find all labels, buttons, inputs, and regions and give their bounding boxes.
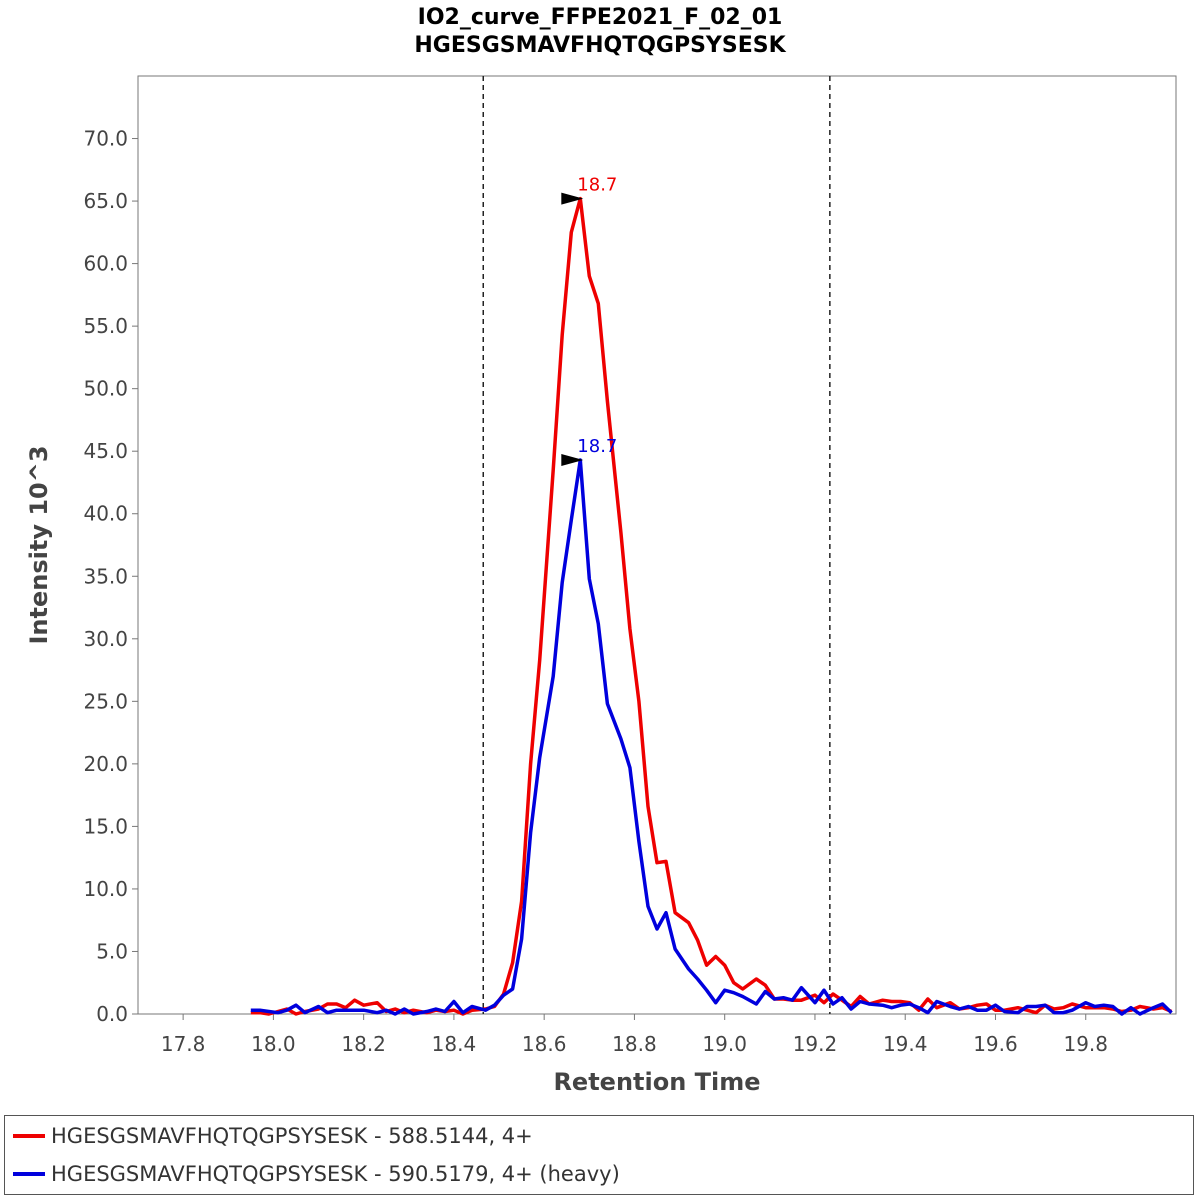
legend-label-heavy: HGESGSMAVFHQTQGPSYSESK - 590.5179, 4+ (h… [51,1162,620,1186]
x-tick-label: 17.8 [161,1032,206,1056]
y-tick-label: 50.0 [83,377,128,401]
chart-subtitle: HGESGSMAVFHQTQGPSYSESK [414,33,786,58]
y-tick-label: 10.0 [83,877,128,901]
peak-arrow-marker [561,453,584,466]
y-axis-title: Intensity 10^3 [25,445,53,644]
y-tick-label: 45.0 [83,439,128,463]
legend-swatch-heavy [13,1172,45,1176]
y-tick-label: 40.0 [83,502,128,526]
legend-item-heavy: HGESGSMAVFHQTQGPSYSESK - 590.5179, 4+ (h… [13,1156,620,1192]
y-tick-label: 35.0 [83,564,128,588]
legend-item-light: HGESGSMAVFHQTQGPSYSESK - 588.5144, 4+ [13,1118,533,1154]
peak-label: 18.7 [577,175,617,196]
x-tick-label: 18.4 [432,1032,477,1056]
y-tick-label: 70.0 [83,127,128,151]
y-tick-label: 20.0 [83,752,128,776]
legend: HGESGSMAVFHQTQGPSYSESK - 588.5144, 4+ HG… [4,1115,1194,1195]
y-tick-label: 65.0 [83,189,128,213]
y-tick-label: 0.0 [96,1002,128,1026]
y-tick-label: 25.0 [83,689,128,713]
chart-title: IO2_curve_FFPE2021_F_02_01 [418,5,783,30]
x-tick-label: 19.4 [883,1032,928,1056]
y-tick-label: 15.0 [83,814,128,838]
y-tick-label: 30.0 [83,627,128,651]
series-line-heavy [250,458,1173,1016]
y-tick-label: 55.0 [83,314,128,338]
chromatogram-chart: IO2_curve_FFPE2021_F_02_01 HGESGSMAVFHQT… [25,5,1177,1096]
x-tick-label: 18.6 [522,1032,567,1056]
legend-label-light: HGESGSMAVFHQTQGPSYSESK - 588.5144, 4+ [51,1124,533,1148]
legend-swatch-light [13,1134,45,1138]
y-tick-label: 5.0 [96,939,128,963]
y-tick-label: 60.0 [83,252,128,276]
x-tick-label: 18.0 [251,1032,296,1056]
x-tick-label: 19.6 [973,1032,1018,1056]
x-tick-label: 19.0 [702,1032,747,1056]
x-tick-label: 18.2 [341,1032,386,1056]
peak-label: 18.7 [577,436,617,457]
plot-area [137,75,1177,1015]
x-tick-label: 19.2 [793,1032,838,1056]
x-tick-label: 19.8 [1063,1032,1108,1056]
peak-arrow-marker [561,192,584,205]
x-tick-label: 18.8 [612,1032,657,1056]
series-line-light [250,196,1173,1016]
x-axis-title: Retention Time [553,1068,760,1096]
